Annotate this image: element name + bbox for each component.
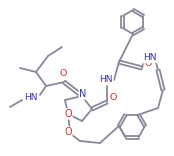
Text: O: O xyxy=(59,70,67,78)
Text: O: O xyxy=(144,59,152,68)
Text: HN: HN xyxy=(24,93,38,102)
Text: HN: HN xyxy=(99,76,113,85)
Text: N: N xyxy=(79,89,87,99)
Text: O: O xyxy=(64,109,72,119)
Text: HN: HN xyxy=(143,54,157,63)
Text: O: O xyxy=(64,127,72,137)
Text: O: O xyxy=(109,93,117,102)
